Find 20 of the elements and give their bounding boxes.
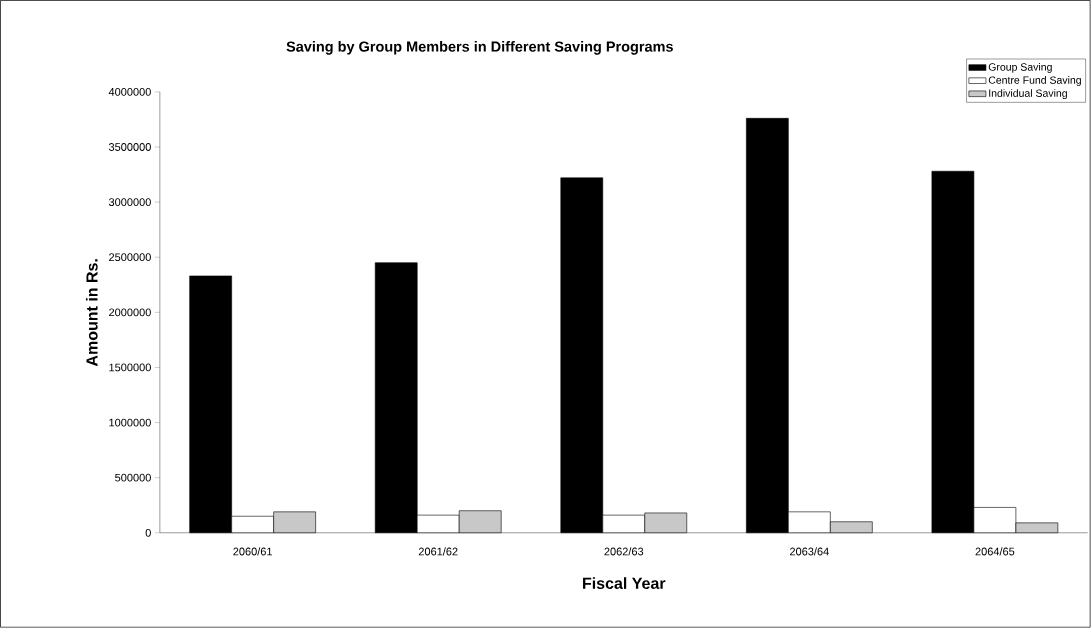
- y-tick-label: 1500000: [109, 363, 151, 372]
- y-tick-label: 3500000: [108, 143, 151, 152]
- y-tick-label: 500000: [115, 473, 151, 482]
- chart-title: Saving by Group Members in Different Saving Programs: [286, 41, 673, 55]
- x-tick-label: 2061/62: [418, 547, 458, 556]
- x-tick-label: 2060/61: [233, 547, 272, 556]
- y-tick-label: 2000000: [109, 308, 151, 317]
- x-tick-label: 2064/65: [975, 547, 1015, 556]
- y-axis-title: Amount in Rs.: [85, 259, 98, 367]
- x-tick-label: 2062/63: [604, 547, 644, 556]
- legend-label: Group Saving: [988, 63, 1052, 73]
- y-tick-label: 1000000: [109, 418, 151, 427]
- x-tick-label: 2063/64: [790, 547, 829, 556]
- legend-label: Individual Saving: [989, 89, 1067, 100]
- y-tick-label: 3000000: [108, 198, 151, 207]
- legend-label: Centre Fund Saving: [988, 76, 1081, 87]
- y-tick-label: 4000000: [108, 88, 151, 96]
- x-axis-title: Fiscal Year: [583, 577, 666, 590]
- y-tick-label: 2500000: [109, 253, 151, 262]
- y-tick-label: 0: [145, 529, 151, 537]
